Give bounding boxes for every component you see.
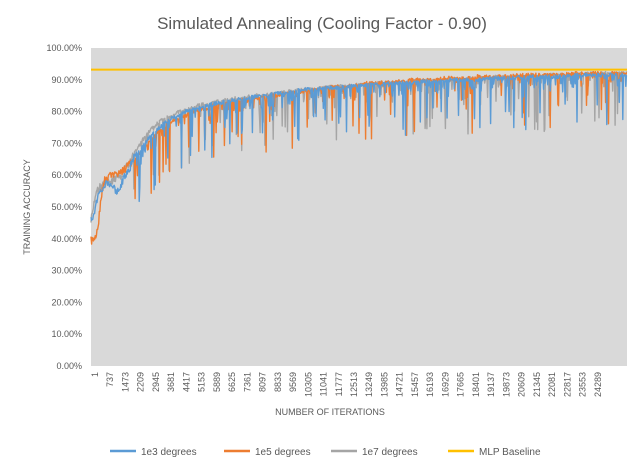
x-tick-label: 21345 xyxy=(532,372,542,397)
legend: 1e3 degrees 1e5 degrees 1e7 degrees MLP Bas… xyxy=(110,447,541,458)
x-tick-label: 2209 xyxy=(136,372,146,392)
x-tick-label: 1 xyxy=(90,372,100,377)
legend-label: MLP Baseline xyxy=(479,447,541,458)
x-tick-label: 9569 xyxy=(288,372,298,392)
x-tick-label: 5889 xyxy=(212,372,222,392)
y-tick-label: 80.00% xyxy=(51,107,82,117)
y-tick-label: 100.00% xyxy=(46,43,82,53)
y-axis-title: TRAINING ACCURACY xyxy=(22,159,32,255)
x-tick-label: 19873 xyxy=(501,372,511,397)
y-tick-label: 70.00% xyxy=(51,138,82,148)
x-axis-title: NUMBER OF ITERATIONS xyxy=(275,407,385,417)
x-tick-label: 18401 xyxy=(471,372,481,397)
y-tick-label: 90.00% xyxy=(51,75,82,85)
x-tick-label: 12513 xyxy=(349,372,359,397)
x-tick-label: 14721 xyxy=(395,372,405,397)
x-tick-label: 17665 xyxy=(456,372,466,397)
y-tick-label: 40.00% xyxy=(51,234,82,244)
x-tick-label: 737 xyxy=(105,372,115,387)
x-tick-label: 22081 xyxy=(547,372,557,397)
y-tick-label: 20.00% xyxy=(51,297,82,307)
legend-label: 1e7 degrees xyxy=(362,447,418,458)
chart-title: Simulated Annealing (Cooling Factor - 0.… xyxy=(157,14,487,33)
series-line-1e3-degrees xyxy=(90,72,628,222)
y-axis-ticks: 0.00% 10.00% 20.00% 30.00% 40.00% 50.00% 60.00… xyxy=(46,43,82,371)
x-tick-label: 2945 xyxy=(151,372,161,392)
x-tick-label: 6625 xyxy=(227,372,237,392)
series-layer xyxy=(90,68,628,245)
x-tick-label: 24289 xyxy=(593,372,603,397)
x-tick-label: 3681 xyxy=(166,372,176,392)
x-tick-label: 19137 xyxy=(486,372,496,397)
series-line-1e7-degrees xyxy=(90,70,628,223)
y-tick-label: 0.00% xyxy=(56,361,82,371)
x-tick-label: 7361 xyxy=(242,372,252,392)
x-tick-label: 4417 xyxy=(181,372,191,392)
x-axis-ticks: 1 737 1473 2209 2945 3681 4417 5153 5889 6625 7361… xyxy=(90,372,603,397)
y-tick-label: 30.00% xyxy=(51,266,82,276)
legend-label: 1e5 degrees xyxy=(255,447,311,458)
x-tick-label: 22817 xyxy=(562,372,572,397)
x-tick-label: 16929 xyxy=(440,372,450,397)
x-tick-label: 10305 xyxy=(303,372,313,397)
x-tick-label: 13249 xyxy=(364,372,374,397)
legend-label: 1e3 degrees xyxy=(141,447,197,458)
x-tick-label: 8097 xyxy=(258,372,268,392)
x-tick-label: 11041 xyxy=(319,372,329,396)
x-tick-label: 23553 xyxy=(578,372,588,397)
y-tick-label: 10.00% xyxy=(51,329,82,339)
x-tick-label: 15457 xyxy=(410,372,420,397)
x-tick-label: 13985 xyxy=(379,372,389,397)
x-tick-label: 8833 xyxy=(273,372,283,392)
x-tick-label: 5153 xyxy=(197,372,207,392)
x-tick-label: 11777 xyxy=(334,372,344,396)
x-tick-label: 16193 xyxy=(425,372,435,397)
y-tick-label: 60.00% xyxy=(51,170,82,180)
y-tick-label: 50.00% xyxy=(51,202,82,212)
x-tick-label: 1473 xyxy=(120,372,130,392)
x-tick-label: 20609 xyxy=(517,372,527,397)
